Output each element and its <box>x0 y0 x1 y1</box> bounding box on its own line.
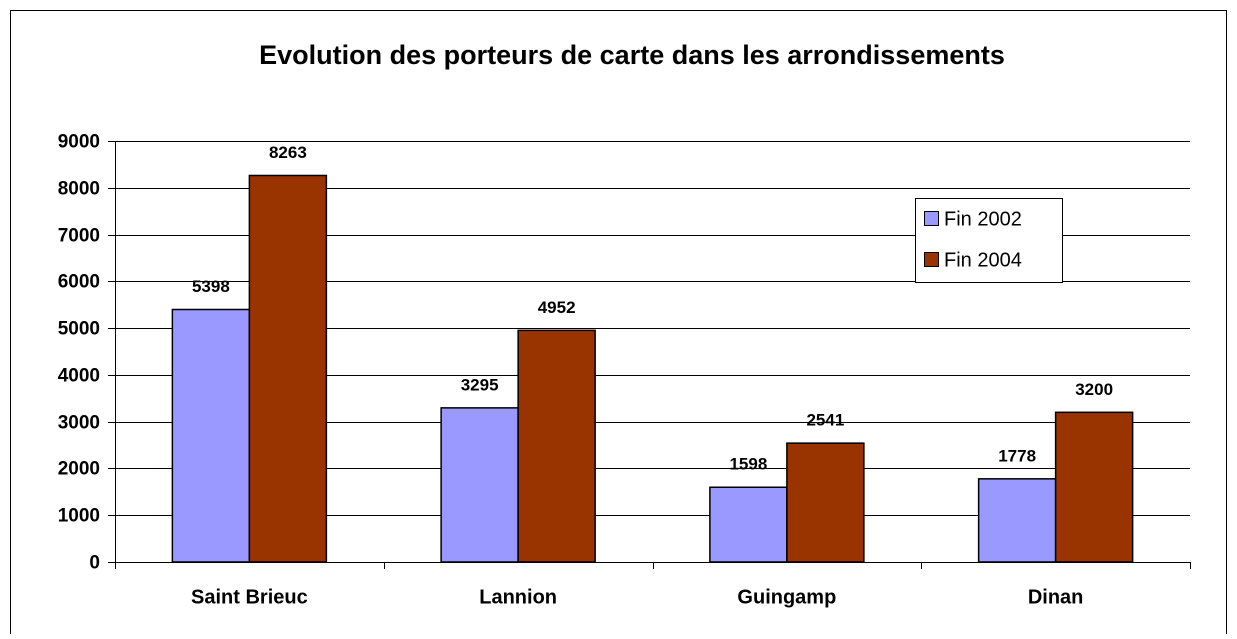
bar <box>1054 411 1134 563</box>
data-label: 8263 <box>269 143 307 162</box>
legend-label: Fin 2004 <box>944 249 1022 271</box>
data-label: 5398 <box>192 277 230 296</box>
bar <box>248 174 328 563</box>
chart-title: Evolution des porteurs de carte dans les… <box>259 40 1005 70</box>
x-tick-label: Saint Brieuc <box>191 586 308 608</box>
legend-box <box>915 198 1063 283</box>
y-tick-label: 6000 <box>58 272 100 293</box>
y-tick-label: 3000 <box>58 413 100 434</box>
bar <box>440 407 519 563</box>
y-tick-label: 4000 <box>58 366 100 387</box>
y-tick-label: 8000 <box>58 179 100 200</box>
data-label: 3295 <box>461 375 499 394</box>
data-label: 1778 <box>998 446 1036 465</box>
data-label: 3200 <box>1075 380 1113 399</box>
y-tick-label: 5000 <box>58 319 100 340</box>
data-label: 2541 <box>806 411 844 430</box>
bar <box>517 329 596 563</box>
y-tick-label: 2000 <box>58 459 100 480</box>
legend-swatch <box>924 252 939 267</box>
y-tick-label: 0 <box>89 553 100 574</box>
bar <box>171 308 251 563</box>
x-tick-label: Dinan <box>1028 586 1084 608</box>
y-tick-label: 9000 <box>58 132 100 153</box>
data-label: 1598 <box>729 455 767 474</box>
y-tick-label: 7000 <box>58 226 100 247</box>
bar <box>709 486 788 563</box>
bar <box>786 442 865 563</box>
bar <box>977 478 1057 563</box>
data-label: 4952 <box>538 298 576 317</box>
y-tick-label: 1000 <box>58 506 100 527</box>
legend-label: Fin 2002 <box>944 208 1022 230</box>
legend-swatch <box>924 211 939 226</box>
x-tick-label: Lannion <box>479 586 557 608</box>
x-tick-label: Guingamp <box>737 586 836 608</box>
